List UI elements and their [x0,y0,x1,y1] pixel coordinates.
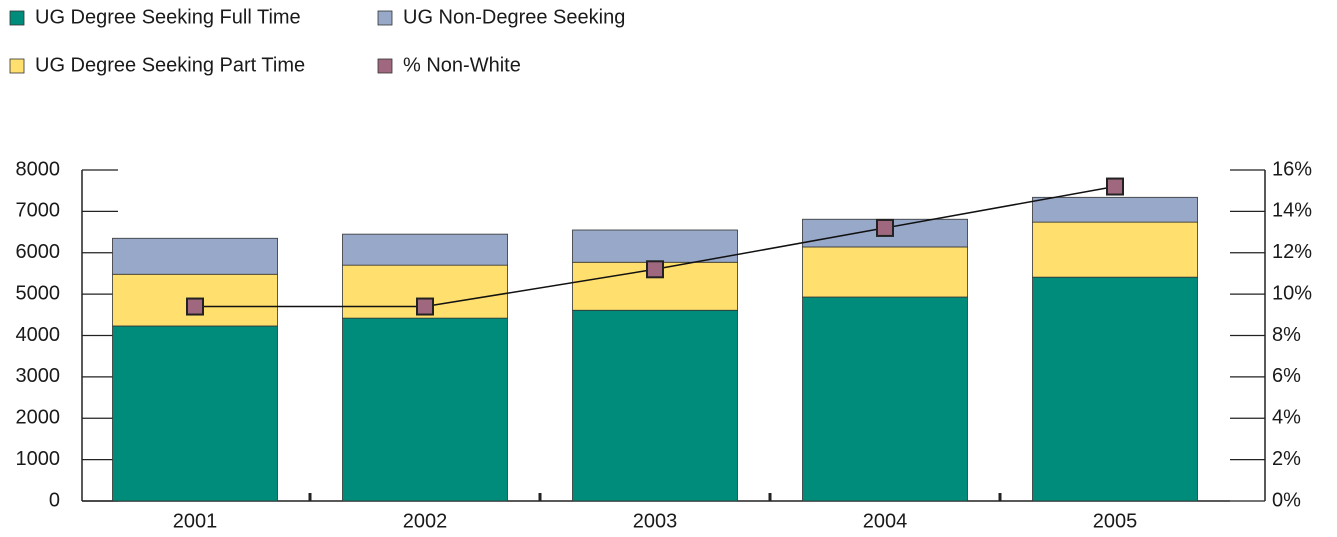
marker [646,260,664,279]
bar [342,233,508,266]
y-tick-label: 0 [49,489,60,511]
y2-tick-label: 8% [1272,324,1301,346]
bar [1032,196,1198,223]
bar [802,246,968,298]
y-tick-label: 8000 [16,158,61,180]
y2-tick-label: 10% [1272,282,1312,304]
y-tick-label: 4000 [16,324,61,346]
marker [876,218,894,237]
x-tick-label: 2003 [633,510,678,532]
bar [802,296,968,502]
bar [572,309,738,502]
bar [342,317,508,502]
bar [112,325,278,502]
bar [572,229,738,263]
y2-tick-label: 6% [1272,365,1301,387]
legend-swatch [9,58,25,74]
y2-tick-label: 16% [1272,158,1312,180]
legend-swatch [377,10,393,26]
marker [416,297,434,316]
y2-tick-label: 4% [1272,407,1301,429]
y-tick-label: 2000 [16,407,61,429]
legend-swatch [9,10,25,26]
y-tick-label: 3000 [16,365,61,387]
legend-swatch [377,58,393,74]
y-tick-label: 1000 [16,448,61,470]
marker [1106,177,1124,196]
bar [1032,276,1198,502]
y-tick-label: 7000 [16,200,61,222]
y2-tick-label: 2% [1272,448,1301,470]
x-tick-label: 2002 [403,510,448,532]
y-tick-label: 5000 [16,282,61,304]
y2-tick-label: 0% [1272,489,1301,511]
x-tick-label: 2005 [1093,510,1138,532]
legend-label: UG Non-Degree Seeking [403,6,625,28]
marker [186,297,204,316]
y-tick-label: 6000 [16,241,61,263]
y2-tick-label: 14% [1272,200,1312,222]
x-tick-label: 2001 [173,510,218,532]
bar [112,237,278,275]
y2-tick-label: 12% [1272,241,1312,263]
legend-label: UG Degree Seeking Full Time [35,6,301,28]
bar [1032,221,1198,278]
legend-label: UG Degree Seeking Part Time [35,54,305,76]
legend-label: % Non-White [403,54,521,76]
x-tick-label: 2004 [863,510,908,532]
